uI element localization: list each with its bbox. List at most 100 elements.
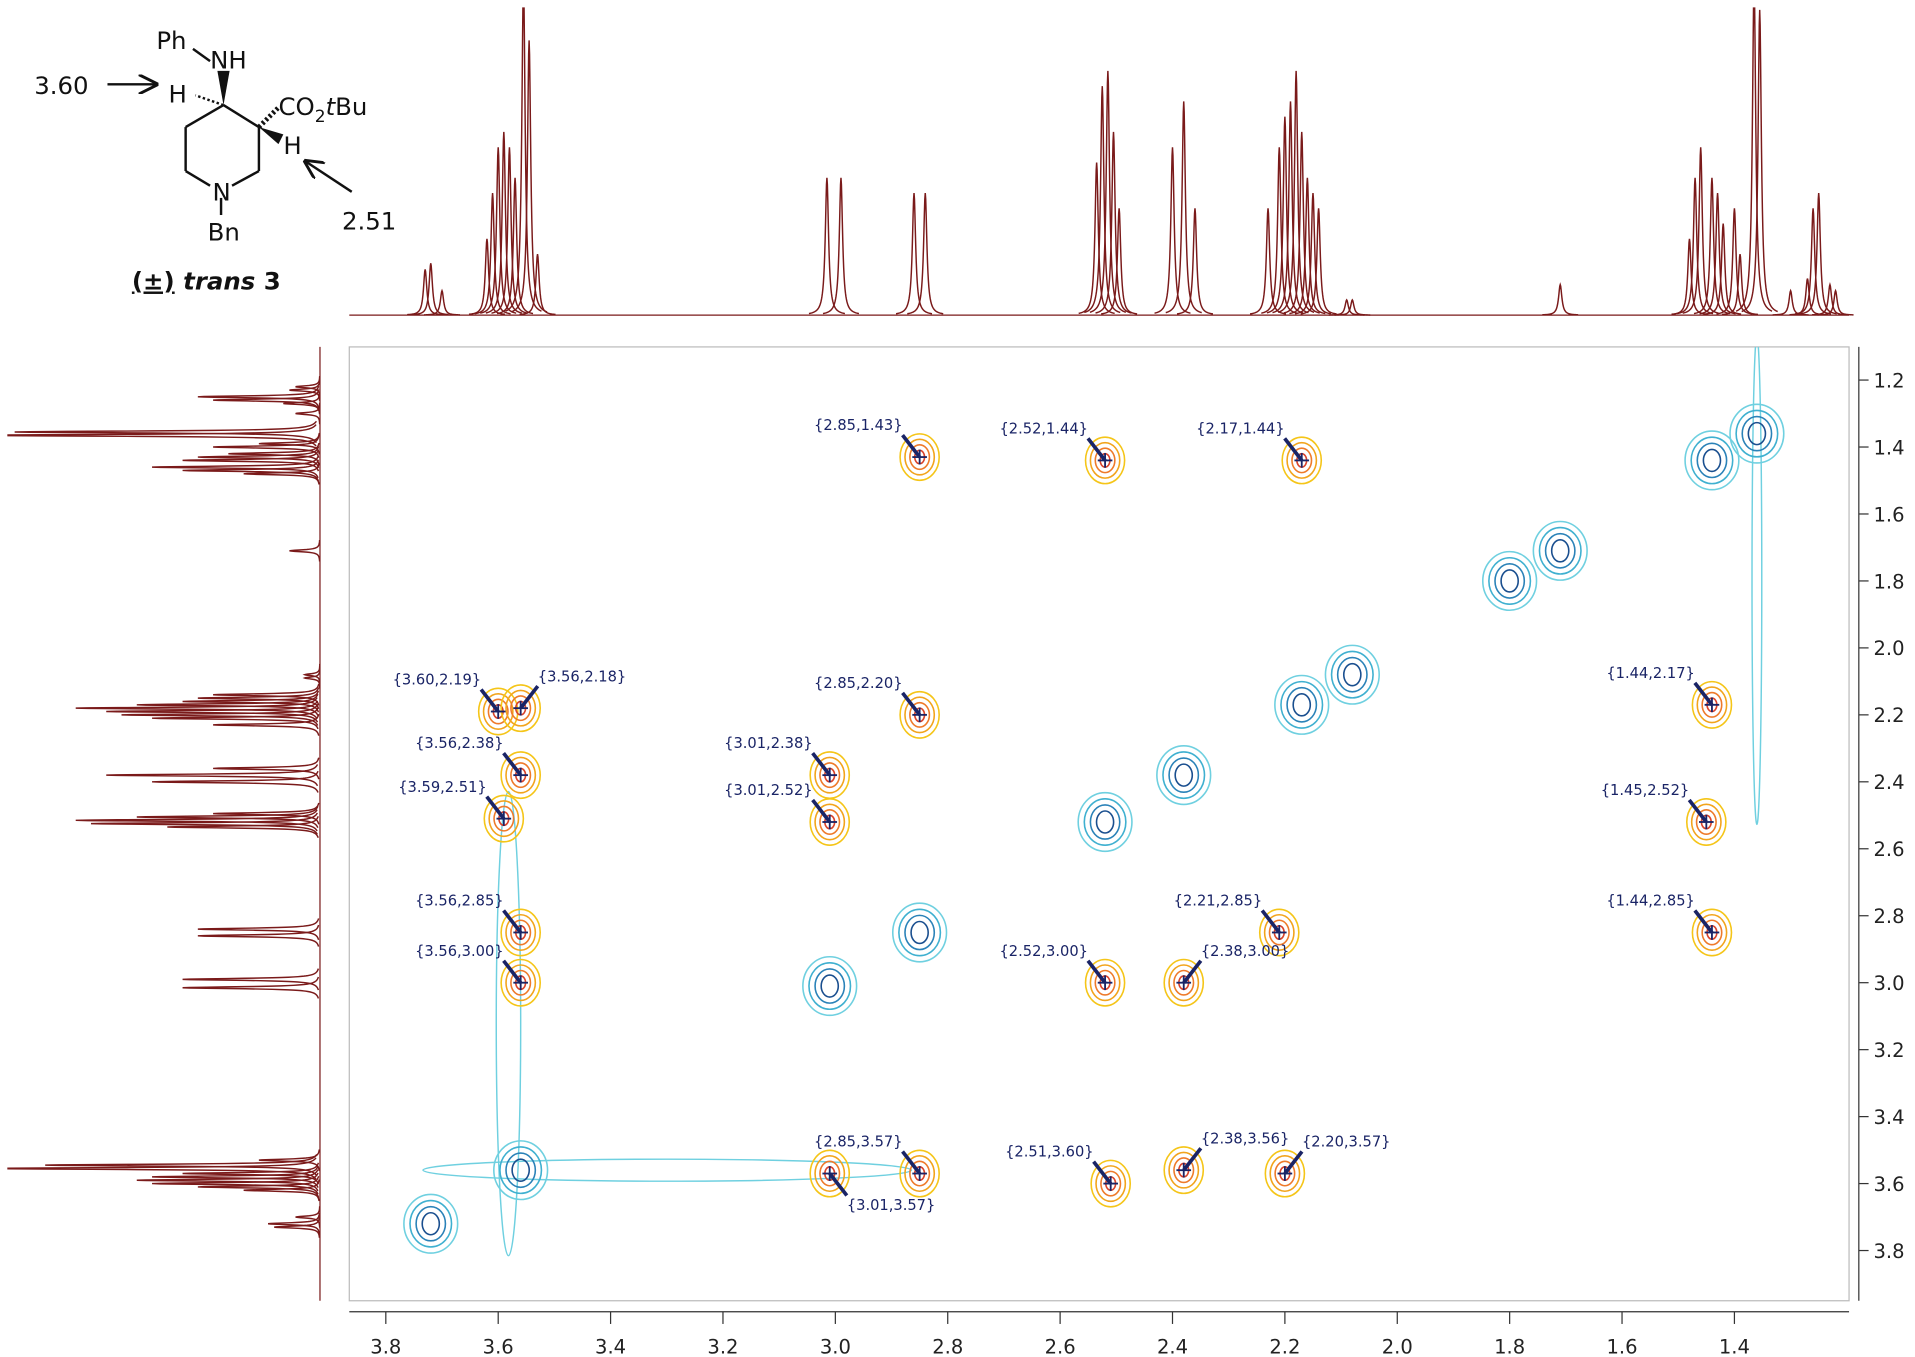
cross-peak-contour [814, 756, 846, 794]
diagonal-contour [1690, 436, 1734, 485]
wedge-bond [258, 127, 284, 145]
diagonal-contour [1292, 693, 1312, 717]
diagonal-contour [1156, 745, 1212, 806]
bond [222, 104, 260, 129]
atom-label: Ph [156, 26, 186, 55]
spectrum-line [302, 663, 321, 686]
cross-peak-contour [1286, 441, 1318, 479]
peak-label: {3.01,2.38} [724, 735, 812, 752]
diagonal-contour [1538, 526, 1582, 575]
cross-peak-contour [488, 800, 520, 838]
spectrum-line [106, 700, 319, 723]
cross-peak-contour [1701, 919, 1723, 946]
cross-peak-contour [1084, 436, 1126, 485]
spectrum-line [1542, 282, 1579, 316]
cross-peak-contour [510, 969, 532, 996]
cross-peak-contour [1089, 964, 1121, 1002]
spectrum-line [1741, 9, 1778, 313]
label-arrow [1092, 1160, 1113, 1185]
molecule [107, 47, 353, 216]
spectrum-line [480, 147, 517, 314]
peak-label: {3.56,2.18} [538, 668, 626, 685]
spectrum-line [1289, 177, 1326, 315]
diagonal-contour [1494, 563, 1526, 599]
label-arrow [1086, 437, 1107, 462]
diagonal-contour [1481, 550, 1538, 612]
label-arrow [1086, 959, 1107, 984]
cross-peak-contour [483, 794, 525, 843]
caption-part: trans [183, 267, 255, 296]
spectrum-line [1294, 192, 1332, 315]
spectrum-line [1300, 208, 1337, 315]
diagonal-contour [1274, 674, 1330, 735]
cross-peak-contour [500, 751, 542, 800]
cross-peak-contour [1094, 969, 1116, 996]
diagonal-contour [1702, 448, 1722, 473]
diagonal-contour [898, 908, 942, 957]
peak-label: {3.56,3.00} [415, 943, 503, 960]
diagonal-contour [415, 1205, 447, 1242]
spectrum-line [822, 177, 860, 315]
spectrum-line [136, 805, 319, 828]
cross-peak-contour [1095, 1165, 1127, 1203]
x-tick-label: 3.2 [707, 1335, 738, 1357]
cross-peak-contour [809, 797, 851, 846]
spectrum-line [1272, 101, 1309, 314]
atom-label: Bn [208, 218, 240, 247]
spectrum-line [1794, 208, 1832, 315]
spectrum-line [295, 1206, 321, 1228]
spectrum-line [197, 446, 320, 468]
cross-peak-contour [899, 690, 940, 739]
cross-peak-contour [1084, 958, 1126, 1007]
spectrum-line [289, 540, 321, 562]
bond [195, 94, 224, 107]
diagonal-contour [505, 1152, 537, 1189]
spectrum-line [267, 1212, 321, 1235]
x-tick-label: 1.8 [1494, 1335, 1525, 1357]
spectrum-line [197, 918, 320, 941]
spectrum-line [808, 177, 846, 315]
cross-peak-contour [1696, 686, 1728, 724]
spectrum-line [1084, 86, 1121, 314]
diagonal-contour [904, 914, 936, 951]
peak-label: {3.60,2.19} [393, 672, 481, 689]
diagonal-contour [891, 902, 948, 963]
cross-peak-contour [909, 444, 931, 471]
diagonal-contour [1077, 791, 1133, 853]
y-tick-label: 1.2 [1873, 369, 1904, 392]
diagonal-contour [1280, 680, 1324, 729]
label-arrow [828, 1172, 849, 1197]
cross-peak-contour [500, 684, 542, 733]
cross-peak-contour [819, 808, 841, 836]
cross-peak-contour [505, 964, 537, 1002]
cross-peak-contour [904, 1155, 936, 1193]
diagonal-contour [499, 1146, 543, 1195]
x-tick-label: 2.4 [1157, 1335, 1188, 1357]
cross-peak-contour [1696, 913, 1728, 951]
diagonal-contour [820, 974, 840, 998]
x-tick-label: 2.8 [932, 1335, 963, 1357]
hash-bond [257, 105, 281, 129]
x-tick-label: 3.8 [370, 1335, 401, 1357]
caption-part: (±) [132, 267, 175, 296]
label-arrow [502, 959, 523, 984]
spectrum-line [75, 809, 318, 832]
label-arrow [901, 433, 922, 459]
cross-peak-contour [1690, 803, 1722, 841]
cross-peak-contour [809, 1149, 851, 1198]
wedge-bond [217, 70, 230, 106]
y-tick-label: 3.6 [1873, 1173, 1904, 1196]
cross-peak-contour [814, 1155, 846, 1193]
y-tick-label: 2.6 [1873, 838, 1904, 861]
cross-peak-contour [1094, 447, 1116, 474]
spectrum-line [152, 1172, 319, 1195]
bond [185, 104, 225, 129]
cross-peak-contour [1089, 441, 1121, 479]
cross-peak-contour [1090, 1159, 1132, 1208]
atom-label: H [283, 131, 301, 160]
spectrum-line [75, 697, 318, 720]
cross-peak-contour [505, 689, 537, 727]
cross-peak-contour [500, 908, 542, 957]
spectrum-line [1721, 253, 1759, 316]
